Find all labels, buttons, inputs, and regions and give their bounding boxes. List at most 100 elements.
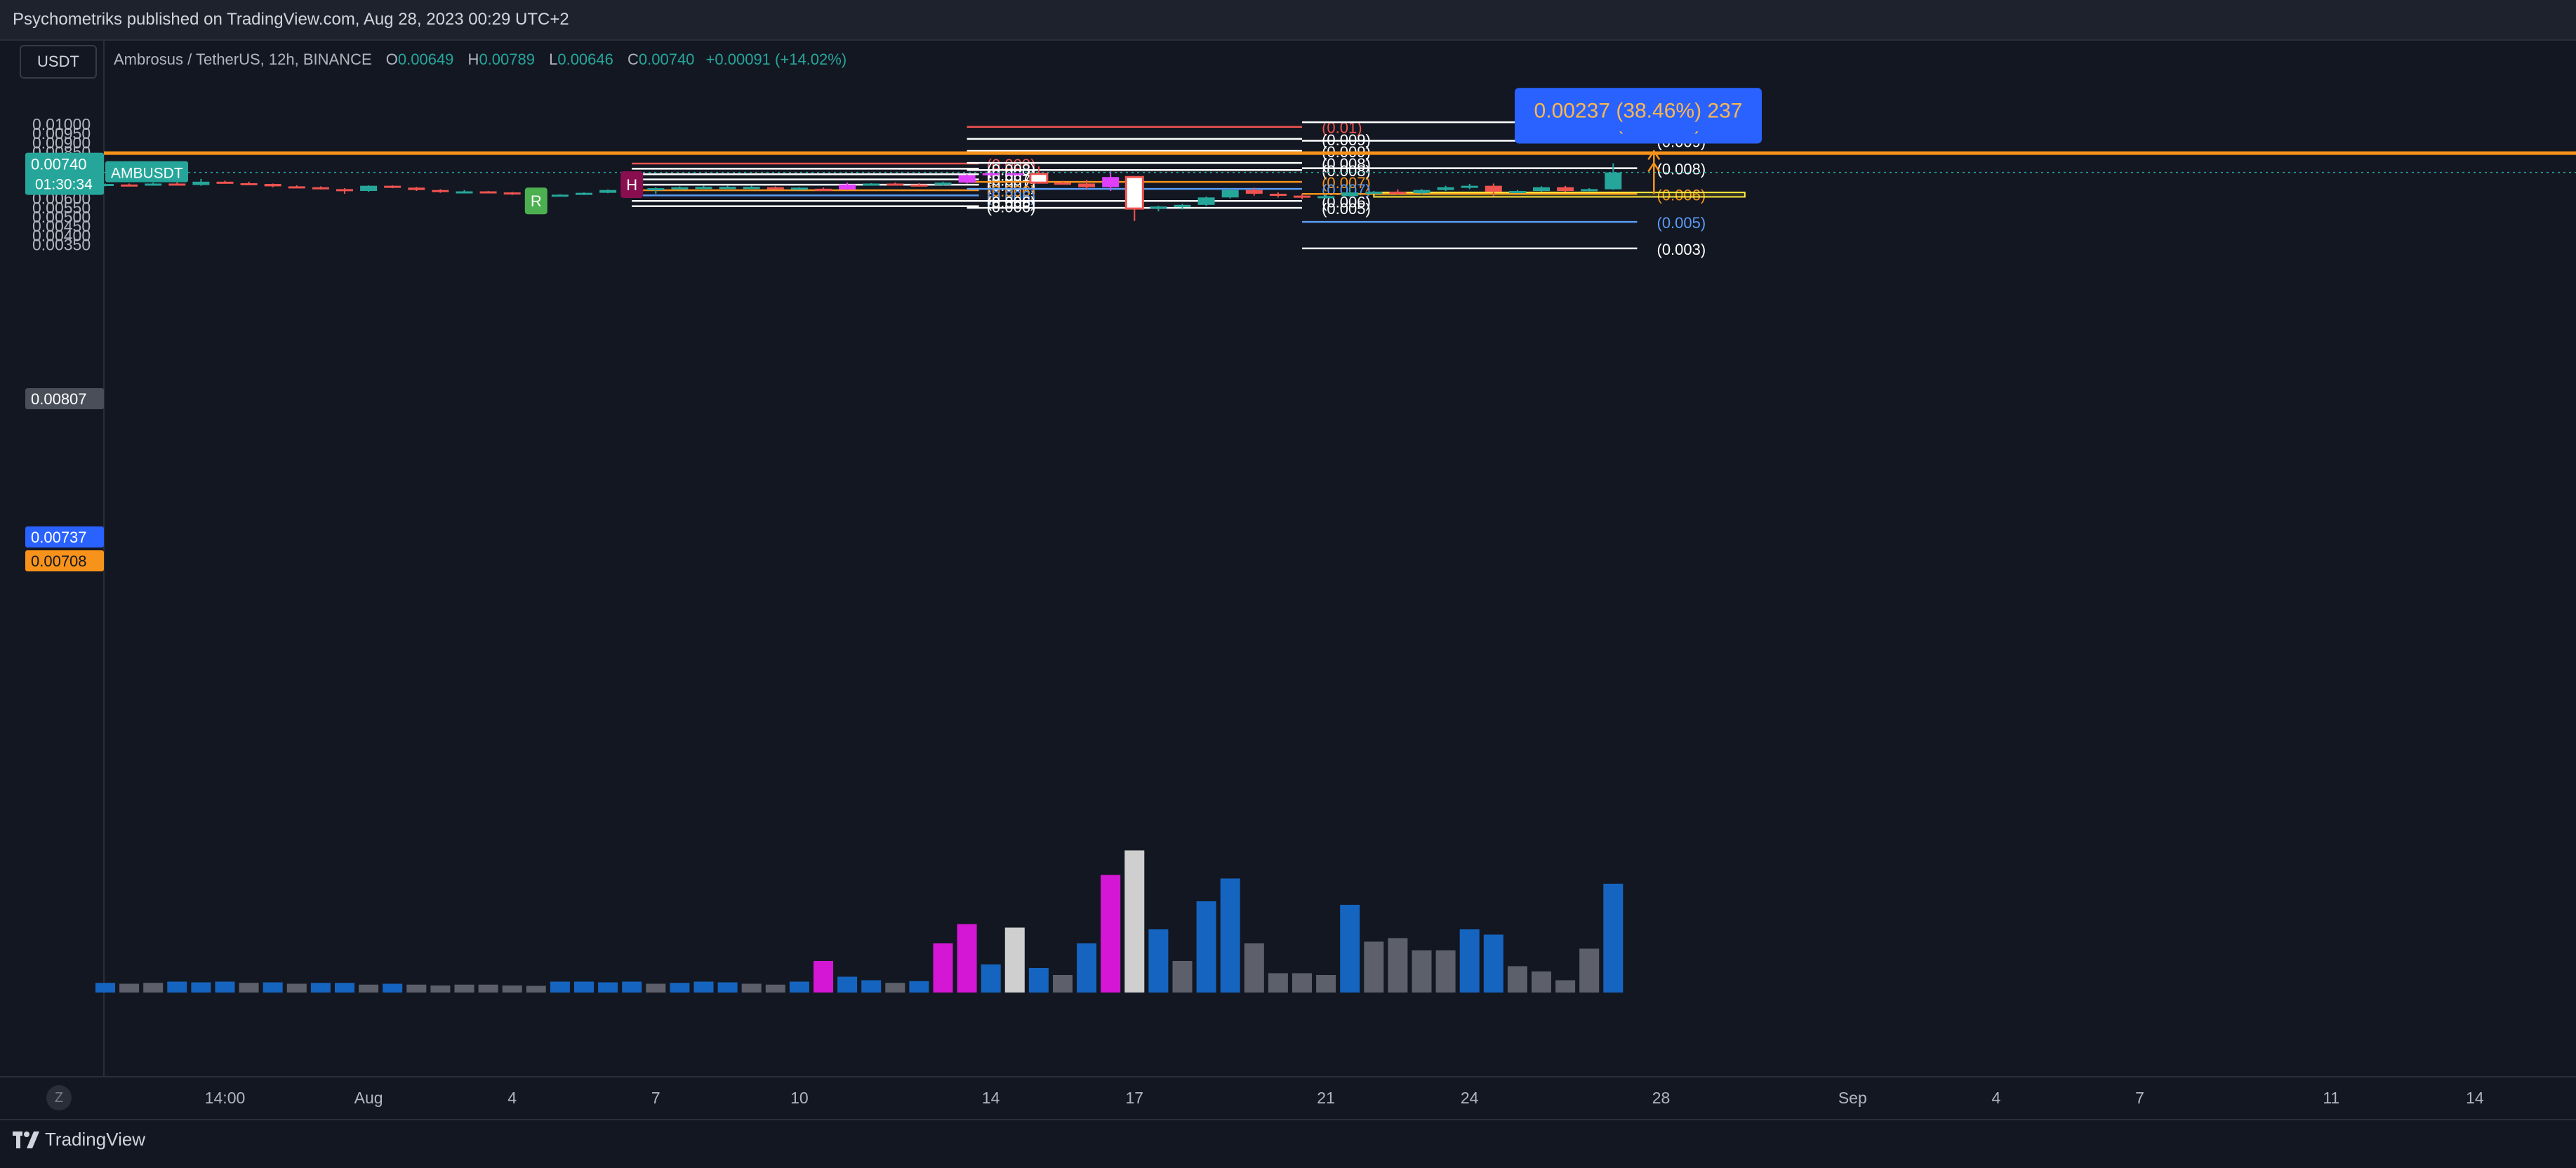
candle-body xyxy=(336,189,353,192)
volume-bar xyxy=(1101,875,1121,993)
volume-bar xyxy=(741,983,762,993)
level-label: (0.007) xyxy=(1322,174,1371,192)
candle-body xyxy=(1124,175,1144,210)
y-tick-label: 0.01000 xyxy=(32,115,91,133)
volume-bar xyxy=(550,981,570,993)
volume-bar xyxy=(1004,927,1025,993)
x-tick-label: 21 xyxy=(1317,1089,1335,1107)
level-label: (0.006) xyxy=(987,187,1036,205)
volume-bar xyxy=(239,983,259,993)
volume-bar xyxy=(1244,943,1264,993)
volume-bar xyxy=(1435,950,1456,993)
volume-bar xyxy=(1507,966,1527,993)
volume-bar xyxy=(1412,950,1432,993)
candle-body xyxy=(1078,183,1096,187)
candle-body xyxy=(887,183,904,186)
candle-body xyxy=(576,192,592,195)
x-tick-label: 24 xyxy=(1461,1089,1479,1107)
x-tick-label: 10 xyxy=(790,1089,809,1107)
candle-body xyxy=(1365,192,1383,194)
line-price-tag: 0.00737 xyxy=(31,529,87,546)
candle-body xyxy=(312,187,329,190)
level-label: (0.005) xyxy=(1657,214,1706,232)
marker-label: H xyxy=(626,176,637,194)
tradingview-mark-icon xyxy=(13,1131,39,1148)
measure-arrow-head xyxy=(1647,150,1661,160)
symbol-tag: AMBUSDT xyxy=(111,166,183,182)
candle-body xyxy=(1461,185,1478,188)
line-price-tag-bg xyxy=(25,526,104,548)
tradingview-logo[interactable]: TradingView xyxy=(13,1129,145,1150)
volume-bar xyxy=(478,984,498,993)
x-tick-label: 14 xyxy=(982,1089,1000,1107)
candle-body xyxy=(145,183,162,186)
x-tick-label: 4 xyxy=(1992,1089,2001,1107)
x-tick-label: 11 xyxy=(2323,1089,2339,1107)
legend-o-label: O xyxy=(385,51,398,68)
volume-bar xyxy=(622,981,642,993)
volume-bar xyxy=(598,982,618,993)
volume-bar xyxy=(1459,929,1480,993)
volume-bar xyxy=(1028,968,1049,993)
level-label: (0.008) xyxy=(1322,155,1371,173)
legend: Ambrosus / TetherUS, 12h, BINANCE O0.006… xyxy=(114,51,847,69)
volume-bar xyxy=(1555,980,1576,993)
top-bar: Psychometriks published on TradingView.c… xyxy=(0,0,2576,41)
price-chart[interactable]: 0.010000.009500.009000.008500.008000.007… xyxy=(0,0,2576,1119)
y-tick-label: 0.00350 xyxy=(32,236,91,254)
volume-bar xyxy=(909,981,929,993)
crosshair-price-tag-bg xyxy=(25,388,104,409)
volume-bar xyxy=(1268,973,1288,993)
candle-body xyxy=(1485,185,1502,192)
measure-label: 0.00237 (38.46%) 237 xyxy=(1534,99,1743,122)
volume-bar xyxy=(861,980,882,993)
candle-body xyxy=(1557,187,1574,192)
candle-body xyxy=(1102,177,1120,187)
volume-bar xyxy=(1148,929,1169,993)
currency-selector[interactable]: USDT xyxy=(20,45,97,79)
candle-body xyxy=(432,190,449,192)
volume-bar xyxy=(837,976,858,993)
zoom-reset-button[interactable]: Z xyxy=(46,1085,72,1110)
candle-body xyxy=(384,185,401,188)
y-tick-label: 0.00450 xyxy=(32,217,91,235)
bottom-bar xyxy=(0,1119,2576,1168)
legend-change: +0.00091 (+14.02%) xyxy=(705,51,847,68)
candle-body xyxy=(288,186,305,189)
candle-body xyxy=(766,187,784,190)
volume-bar xyxy=(1388,938,1408,993)
line-price-tag-2-bg xyxy=(25,550,104,571)
candle-body xyxy=(1174,204,1191,207)
level-label: (0.003) xyxy=(1657,241,1706,258)
volume-bar xyxy=(1053,975,1073,993)
x-tick-label: 7 xyxy=(2135,1089,2144,1107)
volume-bar xyxy=(143,983,164,993)
legend-h-value: 0.00789 xyxy=(479,51,535,68)
volume-bar xyxy=(717,982,738,993)
published-text: Psychometriks published on TradingView.c… xyxy=(13,10,569,29)
x-tick-label: 17 xyxy=(1126,1089,1144,1107)
candle-body xyxy=(599,190,617,193)
legend-l-label: L xyxy=(549,51,558,68)
candle-body xyxy=(503,192,521,195)
tradingview-brand: TradingView xyxy=(45,1129,146,1150)
volume-bar xyxy=(1124,850,1145,993)
x-tick-label: Aug xyxy=(354,1089,383,1107)
current-price-tag: 0.00740 xyxy=(31,156,87,173)
volume-bar xyxy=(359,984,379,993)
candle-body xyxy=(839,184,856,190)
volume-bar xyxy=(574,981,594,993)
volume-bar xyxy=(933,943,953,993)
level-label: (0.008) xyxy=(1657,161,1706,178)
level-label: (0.005) xyxy=(1322,200,1371,218)
volume-bar xyxy=(981,964,1001,993)
candle-body xyxy=(671,187,689,190)
candle-body xyxy=(1197,197,1215,205)
x-tick-label: 14:00 xyxy=(205,1089,246,1107)
candle-body xyxy=(216,181,234,184)
volume-bar xyxy=(119,983,140,993)
y-tick-label: 0.00500 xyxy=(32,208,91,226)
volume-bar xyxy=(335,983,354,993)
measure-box xyxy=(1515,88,1762,132)
current-price-tag-bg xyxy=(25,152,104,195)
